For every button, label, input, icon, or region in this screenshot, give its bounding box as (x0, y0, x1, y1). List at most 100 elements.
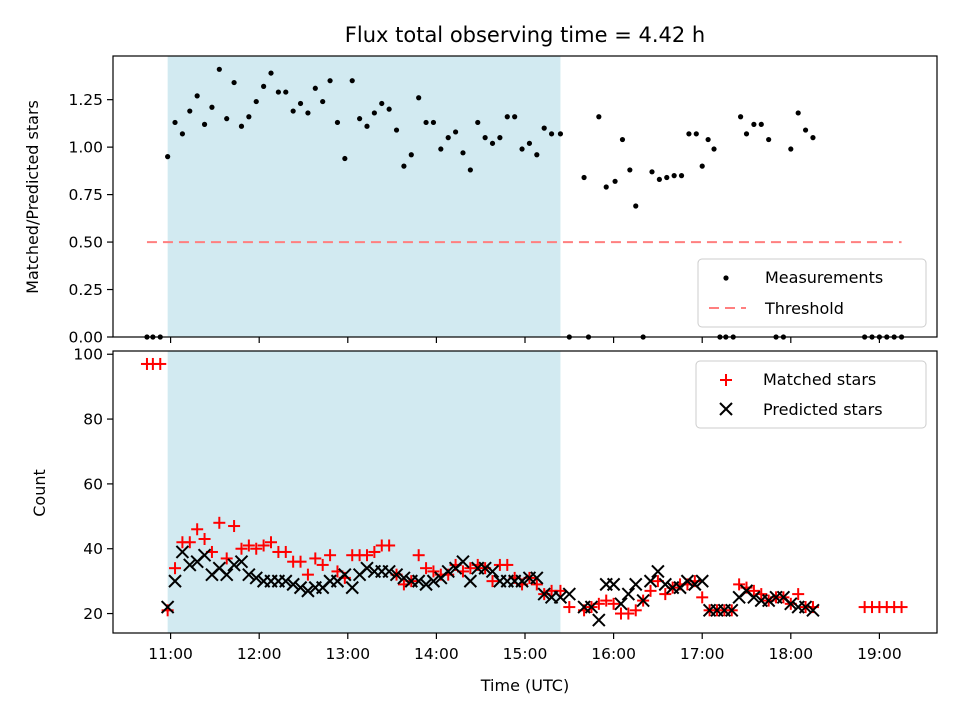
predicted-star-point (651, 564, 665, 579)
legend-label-predicted: Predicted stars (763, 400, 883, 419)
measurement-point (438, 146, 444, 152)
measurement-point (519, 146, 525, 152)
measurement-point (393, 127, 400, 133)
measurement-point (705, 136, 711, 143)
matched-star-point (464, 562, 477, 575)
measurement-point (209, 104, 215, 110)
predicted-star-point (614, 597, 628, 611)
y-tick-label: 0.25 (68, 281, 103, 299)
predicted-star-point (389, 567, 404, 582)
measurement-point (290, 108, 296, 114)
matched-star-point (368, 545, 381, 558)
predicted-star-point (584, 600, 599, 614)
measurement-point (386, 106, 392, 112)
legend-label-matched: Matched stars (763, 370, 876, 389)
y-tick-label: 80 (83, 411, 103, 429)
ratio-y-axis-label: Matched/Predicted stars (23, 100, 42, 294)
y-tick-label: 0.00 (68, 329, 103, 347)
measurement-point (357, 116, 363, 122)
count-points (140, 357, 908, 627)
matched-star-point (242, 539, 255, 552)
predicted-star-point (301, 584, 315, 598)
measurement-point (320, 98, 326, 105)
predicted-star-point (168, 574, 182, 588)
measurement-point (678, 173, 685, 179)
legend-marker-predicted (719, 402, 733, 416)
y-tick-label: 0.50 (68, 234, 103, 252)
predicted-star-point (219, 567, 234, 582)
x-tick-label: 19:00 (857, 645, 902, 663)
predicted-star-point (249, 571, 263, 585)
measurement-point (327, 78, 333, 84)
count-y-axis-label: Count (30, 469, 49, 517)
y-tick-label: 0.75 (68, 186, 103, 204)
measurement-point (557, 131, 564, 137)
matched-star-point (301, 568, 314, 581)
matched-star-point (412, 549, 425, 562)
measurement-point (693, 131, 699, 137)
predicted-star-point (553, 590, 568, 605)
y-tick-label: 1.25 (68, 91, 103, 109)
measurement-point (482, 135, 488, 141)
matched-star-point (169, 562, 182, 575)
matched-star-point (747, 584, 760, 597)
count-legend: Matched stars Predicted stars (695, 360, 927, 429)
matched-star-point (198, 533, 211, 545)
measurement-point (686, 131, 692, 137)
matched-star-point (696, 591, 709, 604)
measurement-point (216, 66, 222, 72)
predicted-star-point (606, 577, 621, 592)
measurement-point (238, 123, 245, 129)
predicted-star-point (345, 580, 359, 595)
matched-star-point (235, 542, 248, 555)
predicted-star-point (338, 567, 352, 582)
matched-star-point (501, 558, 514, 571)
predicted-star-point (293, 580, 308, 595)
ratio-legend: Measurements Threshold (697, 258, 927, 328)
matched-star-point (733, 578, 746, 591)
matched-star-point (792, 588, 805, 601)
y-tick-label: 40 (83, 540, 103, 558)
measurement-point (379, 100, 385, 107)
measurement-point (445, 135, 451, 141)
predicted-star-point (592, 613, 606, 627)
matched-star-point (324, 549, 337, 562)
matched-star-point (265, 536, 278, 549)
measurement-point (512, 114, 518, 120)
predicted-star-point (234, 554, 249, 569)
predicted-star-point (175, 545, 190, 559)
measurement-point (416, 95, 422, 101)
predicted-star-point (747, 590, 761, 605)
ratio-x-ticks (169, 337, 881, 343)
measurement-point (297, 100, 304, 107)
predicted-star-point (426, 574, 441, 588)
x-tick-label: 14:00 (414, 645, 459, 663)
measurement-point (612, 178, 618, 184)
measurement-point (548, 131, 555, 137)
measurement-point (187, 108, 193, 114)
measurement-point (305, 110, 311, 116)
measurement-point (342, 155, 348, 162)
matched-star-point (191, 523, 204, 536)
measurement-point (671, 173, 677, 179)
x-tick-label: 17:00 (680, 645, 725, 663)
matched-star-point (213, 516, 226, 529)
predicted-star-point (242, 567, 256, 582)
measurement-point (526, 140, 533, 146)
measurement-point (224, 116, 230, 122)
count-x-ticks: 11:00 12:00 13:00 14:00 15:00 16:00 17:00 18:00… (148, 633, 902, 663)
x-tick-label: 16:00 (591, 645, 636, 663)
measurement-point (253, 98, 259, 105)
predicted-star-point (397, 571, 411, 585)
measurement-point (649, 169, 655, 175)
measurement-point (737, 114, 744, 120)
matched-star-point (383, 539, 396, 552)
matched-star-point (316, 558, 329, 571)
count-y-ticks: 20 40 60 80 100 (73, 346, 113, 623)
predicted-star-point (562, 587, 577, 601)
observing-window-band (167, 351, 561, 633)
measurement-point (246, 114, 252, 120)
x-tick-label: 18:00 (768, 645, 813, 663)
matched-star-point (360, 549, 373, 562)
